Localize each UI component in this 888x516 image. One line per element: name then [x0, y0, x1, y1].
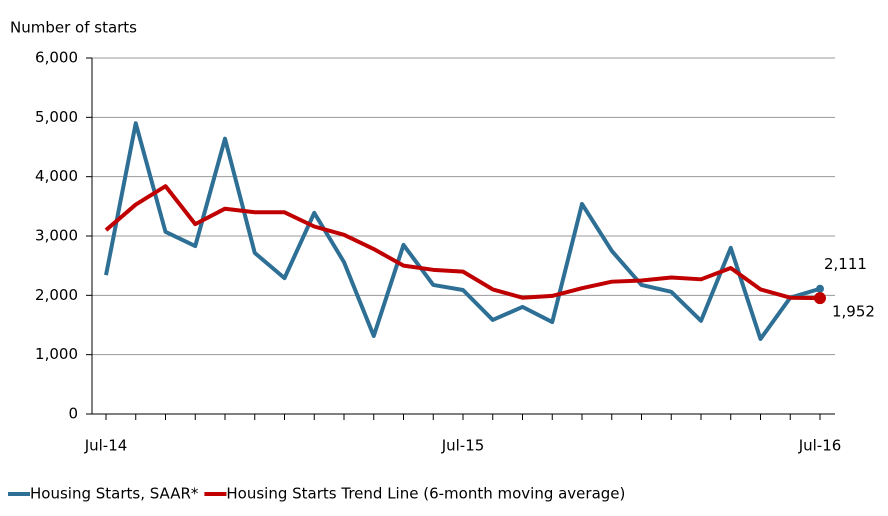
x-tick-label: Jul-14 [84, 437, 128, 455]
legend-label: Housing Starts, SAAR* [30, 485, 199, 503]
y-tick-label: 1,000 [35, 345, 78, 363]
y-tick-label: 5,000 [35, 108, 78, 126]
data-label: 1,952 [832, 303, 875, 321]
legend-label: Housing Starts Trend Line (6-month movin… [226, 485, 625, 503]
y-tick-label: 6,000 [35, 49, 78, 67]
end-marker [814, 292, 826, 305]
x-tick-label: Jul-16 [798, 437, 842, 455]
end-marker [816, 284, 824, 293]
series-line [104, 184, 821, 301]
series-line [104, 121, 821, 341]
x-tick-label: Jul-15 [441, 437, 485, 455]
data-label: 2,111 [824, 255, 867, 273]
y-tick-label: 0 [68, 405, 78, 423]
y-tick-label: 3,000 [35, 227, 78, 245]
y-tick-label: 4,000 [35, 167, 78, 185]
y-axis-label: Number of starts [10, 19, 137, 37]
y-tick-label: 2,000 [35, 286, 78, 304]
